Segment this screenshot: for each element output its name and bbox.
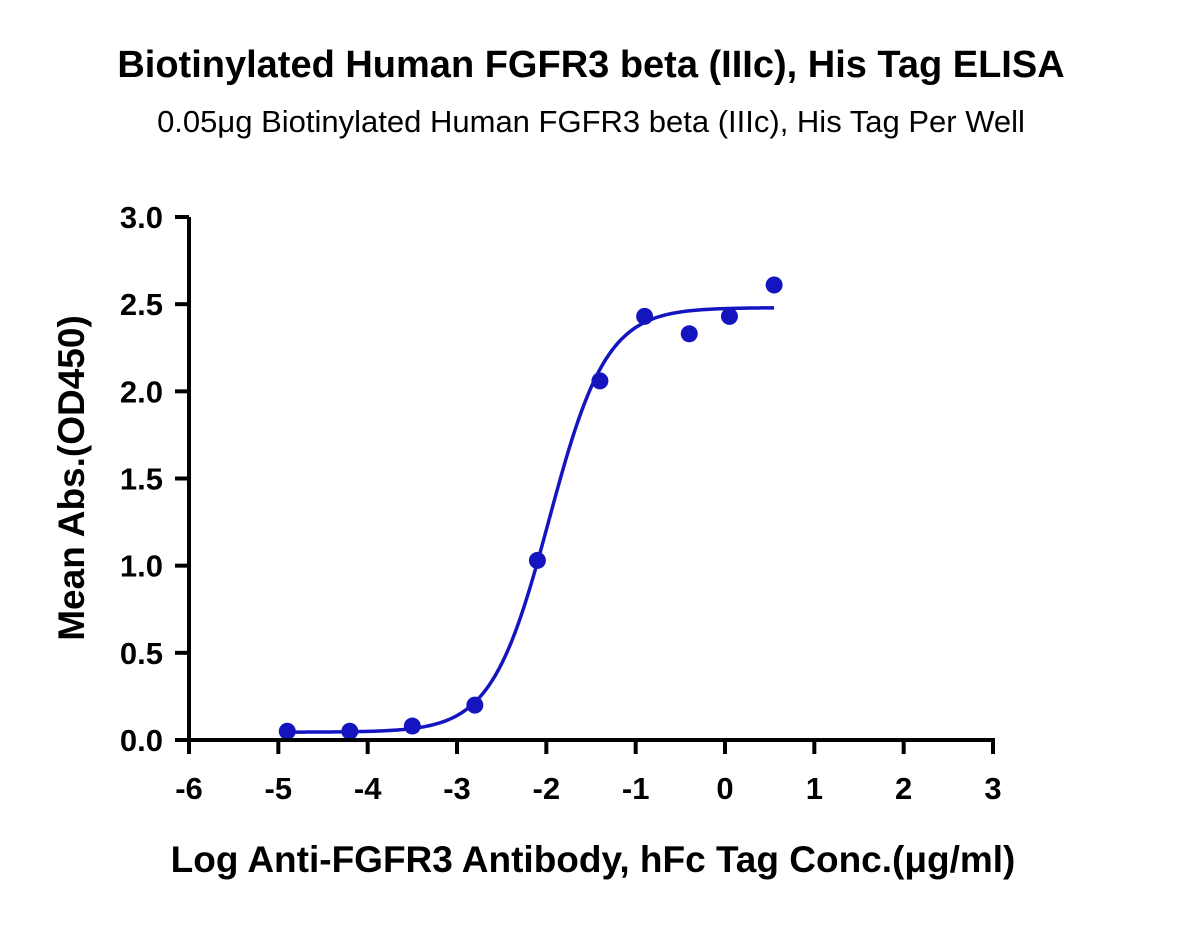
x-axis-ticks: -6 -5 -4 -3 -2 -1 0 1 2 3 [175,740,1002,806]
y-axis-title: Mean Abs.(OD450) [51,315,92,641]
x-tick-label: -2 [533,771,561,806]
data-point [680,325,698,343]
x-tick-label: -4 [354,771,382,806]
x-tick-label: -6 [175,771,203,806]
y-tick-label: 0.0 [120,723,163,758]
data-points [278,276,783,740]
chart-subtitle: 0.05μg Biotinylated Human FGFR3 beta (II… [157,104,1025,139]
y-tick-label: 3.0 [120,200,163,235]
data-point [720,307,738,325]
data-point [636,307,654,325]
x-tick-label: -5 [265,771,293,806]
y-tick-label: 0.5 [120,636,163,671]
x-tick-label: 1 [806,771,823,806]
y-tick-label: 2.0 [120,374,163,409]
fit-curve [287,306,775,734]
x-tick-label: -1 [622,771,650,806]
x-axis-title: Log Anti-FGFR3 Antibody, hFc Tag Conc.(μ… [171,839,1016,880]
chart-title: Biotinylated Human FGFR3 beta (IIIc), Hi… [117,44,1065,86]
y-tick-label: 1.5 [120,462,163,497]
x-tick-label: 3 [984,771,1001,806]
data-point [765,276,783,294]
y-tick-label: 2.5 [120,287,163,322]
data-point [528,551,546,569]
x-tick-label: 2 [895,771,912,806]
y-tick-label: 1.0 [120,549,163,584]
x-tick-label: -3 [443,771,471,806]
data-point [466,696,484,714]
y-axis-ticks: 0.0 0.5 1.0 1.5 2.0 2.5 3.0 [120,200,189,758]
data-point [341,722,359,740]
data-point [278,722,296,740]
x-tick-label: 0 [716,771,733,806]
data-point [403,717,421,735]
data-point [591,372,609,390]
